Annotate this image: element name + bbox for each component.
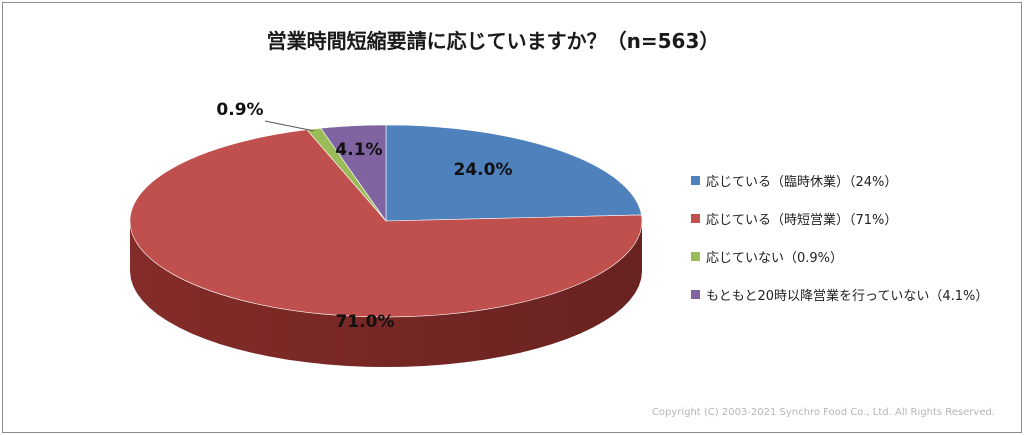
legend-swatch-not-complying	[691, 251, 700, 261]
legend-label: もともと20時以降営業を行っていない（4.1%）	[706, 288, 989, 304]
legend-label: 応じている（時短営業）（71%）	[706, 212, 898, 228]
legend: 応じている（臨時休業）（24%） 応じている（時短営業）（71%） 応じていない…	[691, 161, 1021, 313]
pie-slice-rinji-kyugyo	[385, 124, 642, 222]
pie-slice-jitan-eigyo	[129, 129, 643, 318]
pie-side-shade	[130, 221, 642, 367]
legend-item: 応じていない（0.9%）	[691, 237, 1021, 275]
data-label-no-late-hours: 4.1%	[335, 140, 382, 160]
legend-item: 応じている（時短営業）（71%）	[691, 199, 1021, 237]
chart-title: 営業時間短縮要請に応じていますか？（n=563）	[266, 29, 720, 53]
copyright-notice: Copyright (C) 2003-2021 Synchro Food Co.…	[651, 407, 995, 418]
legend-swatch-rinji-kyugyo	[691, 175, 700, 185]
data-label-rinji-kyugyo: 24.0%	[454, 160, 513, 180]
data-label-jitan-eigyo: 71.0%	[336, 312, 395, 332]
pie-chart: 24.0% 71.0% 0.9% 4.1%	[129, 100, 643, 367]
pie-slice-no-late-hours	[320, 124, 387, 222]
legend-label: 応じている（臨時休業）（24%）	[706, 174, 898, 190]
leader-line	[264, 120, 314, 132]
data-label-not-complying: 0.9%	[216, 100, 263, 120]
legend-label: 応じていない（0.9%）	[706, 250, 844, 266]
legend-item: もともと20時以降営業を行っていない（4.1%）	[691, 275, 1021, 313]
legend-swatch-no-late-hours	[691, 289, 700, 299]
legend-item: 応じている（臨時休業）（24%）	[691, 161, 1021, 199]
legend-swatch-jitan-eigyo	[691, 213, 700, 223]
